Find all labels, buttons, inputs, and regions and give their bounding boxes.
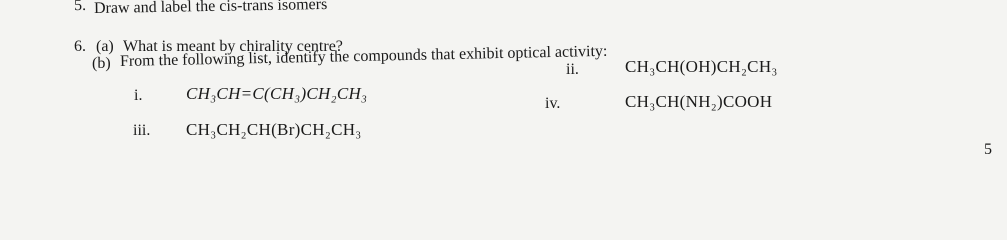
item-label: ii. [566, 61, 579, 78]
question-text: Draw and label the cis-trans isomers [93, 0, 328, 18]
part-label: (b) [92, 55, 111, 72]
formula: CH₃CH₂CH(Br)CH₂CH₃ [186, 120, 362, 139]
question-number: 6. [74, 38, 86, 55]
item-label: iv. [545, 95, 561, 112]
part-label: (a) [96, 38, 114, 55]
question-number: 5. [73, 0, 87, 15]
formula: CH₃CH(NH₂)COOH [625, 92, 773, 111]
exam-page: 5. Draw and label the cis-trans isomers … [73, 0, 992, 157]
formula: CH₃CH=C(CH₃)CH₂CH₃ [186, 84, 368, 103]
page-marker: 5 [984, 141, 992, 157]
item-label: iii. [133, 122, 151, 139]
item-label: i. [134, 87, 143, 104]
formula: CH₃CH(OH)CH₂CH₃ [625, 57, 778, 76]
part-text: What is meant by chirality centre? [123, 38, 343, 55]
